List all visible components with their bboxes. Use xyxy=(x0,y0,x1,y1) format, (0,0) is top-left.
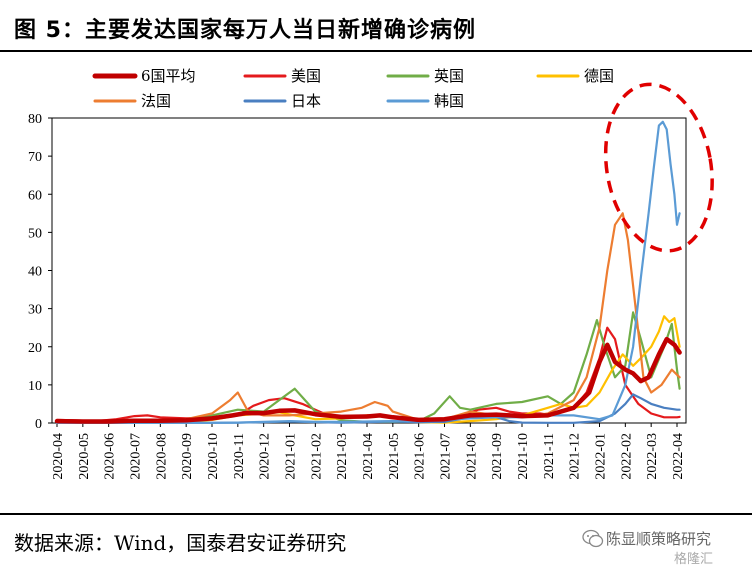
y-tick-label: 20 xyxy=(28,341,42,356)
x-tick-label: 2020-09 xyxy=(180,433,195,480)
line-chart: 0 10 20 30 40 50 60 70 80 2020-04 2020-05 2020-06 20… xyxy=(28,67,714,480)
annotation-ellipse xyxy=(603,82,714,253)
y-tick-label: 10 xyxy=(28,379,42,394)
plot-frame xyxy=(51,117,687,424)
bottom-rule xyxy=(0,513,752,515)
y-tick-label: 80 xyxy=(28,112,42,127)
y-tick-label: 40 xyxy=(28,265,42,280)
x-tick-label: 2022-01 xyxy=(594,433,609,480)
x-tick-label: 2021-05 xyxy=(387,433,402,480)
y-tick-label: 30 xyxy=(28,303,42,318)
y-tick-label: 70 xyxy=(28,150,42,165)
x-tick-label: 2021-04 xyxy=(361,433,376,480)
watermark-mark: 格隆汇 xyxy=(674,552,714,567)
x-tick-label: 2020-11 xyxy=(232,433,247,479)
x-tick-label: 2021-08 xyxy=(464,433,479,480)
y-tick-label: 60 xyxy=(28,188,42,203)
x-tick-label: 2021-01 xyxy=(284,433,299,480)
legend-label: 日本 xyxy=(291,92,321,110)
x-tick-label: 2021-06 xyxy=(413,433,428,480)
x-tick-label: 2021-09 xyxy=(490,433,505,480)
y-tick-label: 0 xyxy=(35,417,42,432)
x-tick-label: 2020-05 xyxy=(77,433,92,480)
figure-title: 图 5：主要发达国家每万人当日新增确诊病例 xyxy=(14,18,476,43)
title-bar: 图 5：主要发达国家每万人当日新增确诊病例 xyxy=(0,0,752,52)
x-tick-label: 2022-04 xyxy=(671,433,686,480)
series-line-3 xyxy=(55,315,681,424)
series-line-1 xyxy=(55,326,681,423)
x-tick-label: 2020-07 xyxy=(129,433,144,480)
x-tick-label: 2020-12 xyxy=(258,433,273,480)
y-tick-label: 50 xyxy=(28,226,42,241)
source-note: 数据来源：Wind，国泰君安证券研究 xyxy=(14,531,347,555)
x-tick-label: 2022-03 xyxy=(645,433,660,480)
x-tick-label: 2021-10 xyxy=(516,433,531,480)
x-tick-label: 2021-11 xyxy=(542,433,557,479)
x-tick-label: 2020-04 xyxy=(51,433,66,480)
x-tick-label: 2021-07 xyxy=(439,433,454,480)
wechat-bubble-icon xyxy=(582,529,604,548)
series-line-2 xyxy=(55,311,681,424)
watermark-name: 陈显顺策略研究 xyxy=(606,530,712,548)
series-line-0 xyxy=(54,336,682,424)
x-tick-label: 2021-12 xyxy=(568,433,583,480)
x-tick-label: 2021-02 xyxy=(309,433,324,480)
legend-label: 法国 xyxy=(141,92,171,110)
legend-label: 6国平均 xyxy=(141,67,196,85)
x-tick-label: 2020-06 xyxy=(103,433,118,480)
legend-label: 德国 xyxy=(584,67,614,85)
legend-label: 韩国 xyxy=(434,92,464,110)
top-rule xyxy=(0,50,752,52)
x-tick-label: 2021-03 xyxy=(335,433,350,480)
x-tick-label: 2020-10 xyxy=(206,433,221,480)
legend-label: 英国 xyxy=(434,67,464,85)
x-tick-label: 2022-02 xyxy=(619,433,634,480)
x-tick-label: 2020-08 xyxy=(154,433,169,480)
legend-label: 美国 xyxy=(291,67,321,85)
watermark: 陈显顺策略研究 格隆汇 xyxy=(582,526,750,567)
